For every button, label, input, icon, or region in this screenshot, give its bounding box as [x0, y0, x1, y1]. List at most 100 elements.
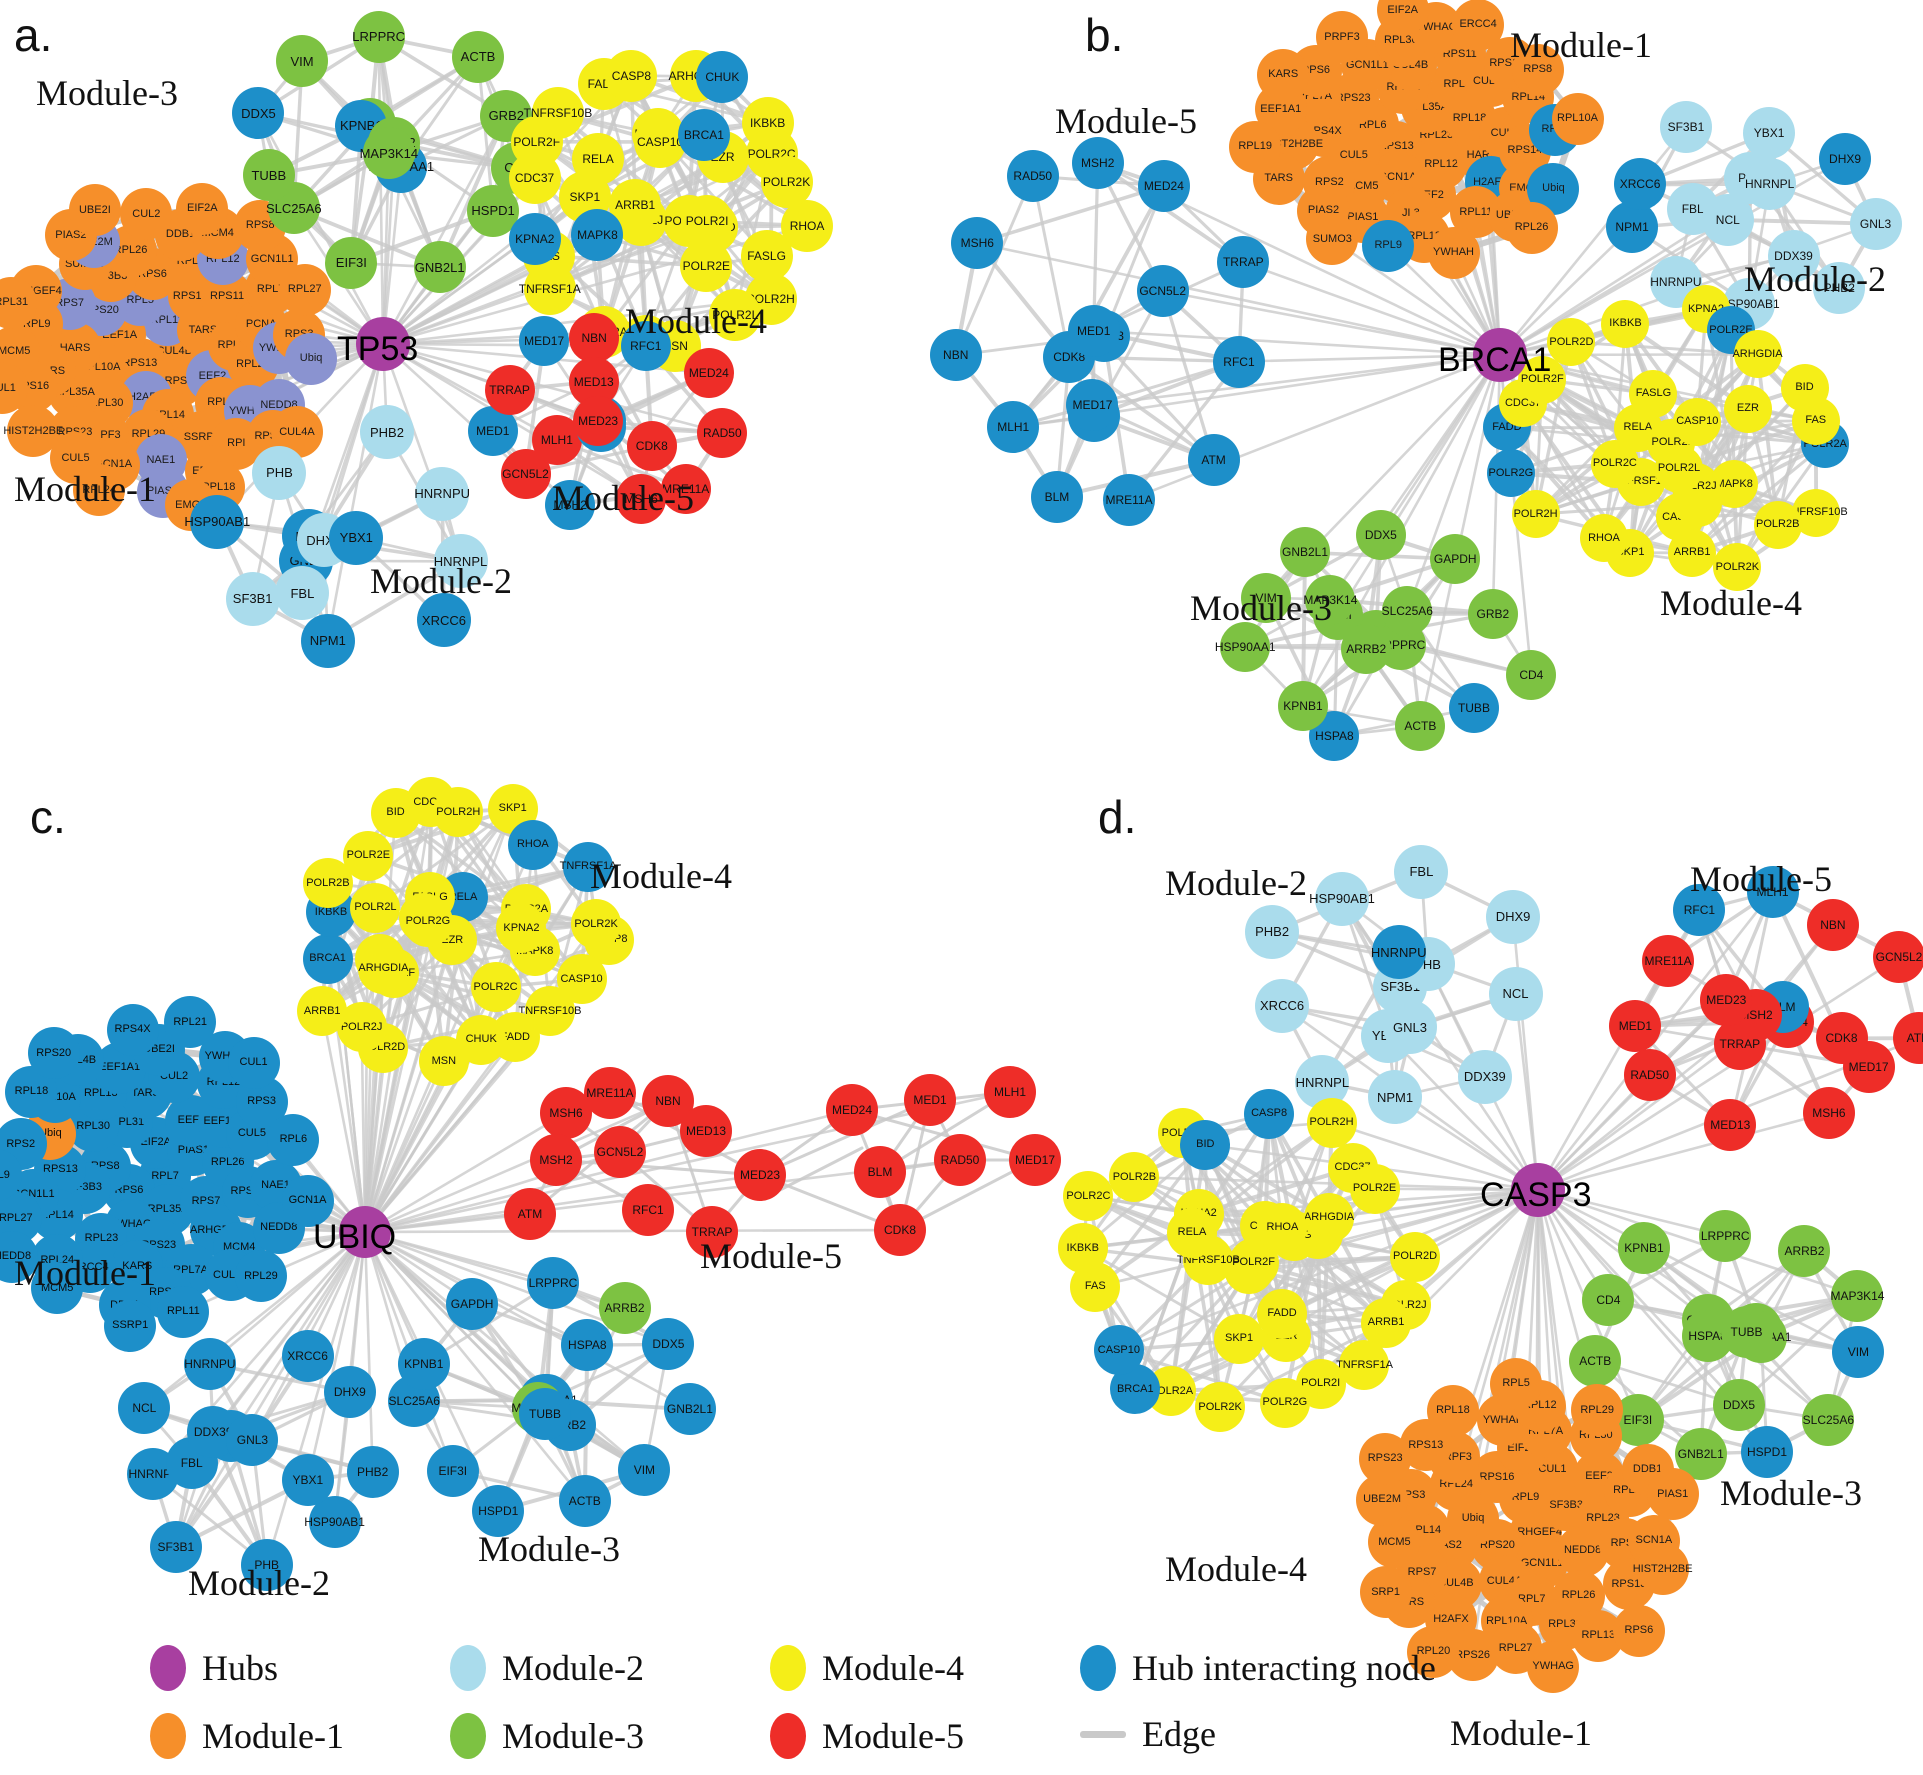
panel-a-module2-node[interactable]: FBL — [275, 566, 330, 621]
panel-d-module3-node[interactable]: MAP3K14 — [1830, 1269, 1884, 1322]
panel-d-module1-node[interactable]: SRP1 — [1359, 1566, 1412, 1619]
panel-b-module4-node[interactable]: IKBKB — [1601, 299, 1650, 348]
panel-d-module4-node[interactable]: TNFRSF1A — [1336, 1340, 1393, 1391]
panel-c-module4-node[interactable]: POLR2K — [571, 899, 622, 950]
panel-d-module4-node[interactable]: SKP1 — [1214, 1313, 1265, 1364]
panel-a-module5-node[interactable]: RAD50 — [697, 407, 748, 458]
panel-b-module1-node[interactable]: RPL10A — [1551, 92, 1604, 145]
panel-d-module5-node[interactable]: GCN5L2 — [1873, 931, 1923, 984]
panel-d-module2-node[interactable]: DHX9 — [1486, 889, 1541, 944]
panel-c-module1-node[interactable]: RPL21 — [164, 996, 217, 1049]
panel-a-module2-node[interactable]: PHB — [252, 445, 307, 500]
panel-d-module4-node[interactable]: CASP10 — [1093, 1325, 1144, 1376]
panel-a-module1-node[interactable]: UBE2I — [68, 184, 121, 237]
panel-d-module2-node[interactable]: NPM1 — [1368, 1070, 1423, 1125]
panel-d-module3-node[interactable]: DDX5 — [1713, 1379, 1766, 1432]
panel-c-module2-node[interactable]: XRCC6 — [281, 1329, 334, 1382]
panel-a-module5-node[interactable]: MED17 — [519, 316, 570, 367]
panel-d-module4-node[interactable]: CASP8 — [1244, 1088, 1295, 1139]
panel-a-module5-node[interactable]: MED23 — [573, 395, 624, 446]
panel-b-module2-node[interactable]: NPM1 — [1606, 201, 1659, 254]
panel-b-module4-node[interactable]: FAS — [1791, 396, 1840, 445]
panel-d-module2-node[interactable]: HNRNPU — [1371, 925, 1426, 980]
panel-d-module1-node[interactable]: RPL18 — [1426, 1384, 1479, 1437]
panel-d-module1-node[interactable]: RPS6 — [1612, 1604, 1665, 1657]
panel-b-module1-node[interactable]: RPS8 — [1511, 43, 1564, 96]
panel-c-module2-node[interactable]: PHB2 — [346, 1445, 399, 1498]
panel-c-module3-node[interactable]: DDX5 — [642, 1318, 695, 1371]
panel-c-module4-node[interactable]: MSN — [418, 1036, 469, 1087]
panel-c-module3-node[interactable]: GNB2L1 — [663, 1383, 716, 1436]
panel-b-module1-node[interactable]: KARS — [1257, 48, 1310, 101]
panel-d-module4-node[interactable]: POLR2K — [1195, 1382, 1246, 1433]
panel-b-module3-node[interactable]: ACTB — [1395, 701, 1446, 752]
panel-d-module5-node[interactable]: TRRAP — [1713, 1018, 1766, 1071]
panel-d-module1-node[interactable]: PIAS1 — [1646, 1468, 1699, 1521]
panel-a-module2-node[interactable]: YBX1 — [329, 510, 384, 565]
panel-b-module1-node[interactable]: SUMO3 — [1306, 213, 1359, 266]
panel-b-module5-node[interactable]: MSH6 — [951, 217, 1004, 270]
panel-b-module5-node[interactable]: GCN5L2 — [1136, 264, 1189, 317]
panel-a-module3-node[interactable]: EIF3I — [325, 236, 378, 289]
panel-d-module2-node[interactable]: GNL3 — [1383, 1000, 1438, 1055]
panel-b-module5-node[interactable]: MED1 — [1067, 304, 1120, 357]
panel-a-module3-node[interactable]: VIM — [276, 35, 329, 88]
panel-d-module3-node[interactable]: TUBB — [1720, 1306, 1773, 1359]
panel-b-module1-node[interactable]: YWHAH — [1427, 226, 1480, 279]
panel-d-module4-node[interactable]: RHOA — [1257, 1202, 1308, 1253]
panel-c-module3-node[interactable]: LRPPRC — [526, 1256, 579, 1309]
panel-d-module3-node[interactable]: ARRB2 — [1778, 1224, 1831, 1277]
panel-b-hub-node[interactable] — [1473, 328, 1527, 382]
panel-d-hub-node[interactable] — [1511, 1163, 1565, 1217]
panel-c-module3-node[interactable]: EIF3I — [426, 1444, 479, 1497]
panel-d-module2-node[interactable]: XRCC6 — [1255, 978, 1310, 1033]
panel-b-module1-node[interactable]: RPL19 — [1229, 120, 1282, 173]
panel-b-module4-node[interactable]: EZR — [1723, 384, 1772, 433]
panel-d-module5-node[interactable]: MRE11A — [1642, 935, 1695, 988]
panel-c-module4-node[interactable]: RHOA — [507, 819, 558, 870]
panel-d-module4-node[interactable]: ARHGDIA — [1304, 1192, 1354, 1243]
panel-c-module5-node[interactable]: MED1 — [904, 1074, 956, 1126]
panel-d-module3-node[interactable]: ACTB — [1569, 1334, 1622, 1387]
panel-d-module2-node[interactable]: FBL — [1394, 844, 1449, 899]
panel-b-module5-node[interactable]: BLM — [1030, 470, 1083, 523]
panel-b-module2-node[interactable]: YBX1 — [1743, 106, 1796, 159]
panel-a-module1-node[interactable]: EIF2A — [176, 182, 229, 235]
panel-b-module3-node[interactable]: HSP90AA1 — [1215, 621, 1276, 672]
panel-d-module3-node[interactable]: SLC25A6 — [1802, 1393, 1855, 1446]
panel-b-module5-node[interactable]: RFC1 — [1212, 335, 1265, 388]
panel-d-module4-node[interactable]: POLR2H — [1306, 1097, 1357, 1148]
panel-c-module3-node[interactable]: ACTB — [558, 1475, 611, 1528]
panel-c-module2-node[interactable]: NCL — [118, 1381, 171, 1434]
panel-d-module5-node[interactable]: MED1 — [1609, 1000, 1662, 1053]
panel-b-module5-node[interactable]: MLH1 — [987, 401, 1040, 453]
panel-c-module5-node[interactable]: RAD50 — [934, 1134, 986, 1186]
panel-a-module3-node[interactable]: DDX5 — [232, 87, 285, 140]
panel-a-module4-node[interactable]: MAPK8 — [571, 208, 624, 261]
panel-b-module1-node[interactable]: ERCC4 — [1452, 0, 1505, 51]
panel-b-module5-node[interactable]: MED24 — [1137, 159, 1190, 212]
panel-c-module5-node[interactable]: MLH1 — [984, 1066, 1036, 1118]
panel-b-module1-node[interactable]: RPL26 — [1505, 201, 1558, 254]
panel-d-module4-node[interactable]: IKBKB — [1057, 1223, 1108, 1274]
panel-a-module5-node[interactable]: TRRAP — [484, 364, 535, 415]
panel-a-module3-node[interactable]: MAP3K14 — [360, 127, 418, 180]
panel-a-module4-node[interactable]: KPNA2 — [508, 212, 561, 265]
panel-c-module5-node[interactable]: ATM — [504, 1188, 556, 1240]
panel-a-module3-node[interactable]: ACTB — [452, 30, 504, 83]
panel-d-module5-node[interactable]: RAD50 — [1623, 1049, 1676, 1102]
panel-d-module3-node[interactable]: HSPD1 — [1741, 1425, 1794, 1478]
panel-d-module2-node[interactable]: PHB2 — [1245, 904, 1300, 959]
panel-c-module5-node[interactable]: MED17 — [1009, 1134, 1061, 1186]
panel-b-module3-node[interactable]: GAPDH — [1430, 534, 1481, 585]
panel-d-module5-node[interactable]: MED23 — [1700, 974, 1753, 1027]
panel-c-module5-node[interactable]: MED23 — [734, 1149, 786, 1201]
panel-c-module3-node[interactable]: GAPDH — [446, 1277, 499, 1330]
panel-d-module3-node[interactable]: CD4 — [1582, 1274, 1635, 1327]
panel-c-module2-node[interactable]: YBX1 — [281, 1454, 334, 1507]
panel-c-module5-node[interactable]: MRE11A — [584, 1067, 636, 1119]
panel-c-module3-node[interactable]: KPNB1 — [397, 1337, 450, 1390]
panel-a-module5-node[interactable]: MSH2 — [545, 480, 596, 531]
panel-b-module2-node[interactable]: GNL3 — [1849, 197, 1902, 250]
panel-d-module3-node[interactable]: KPNB1 — [1617, 1221, 1670, 1274]
